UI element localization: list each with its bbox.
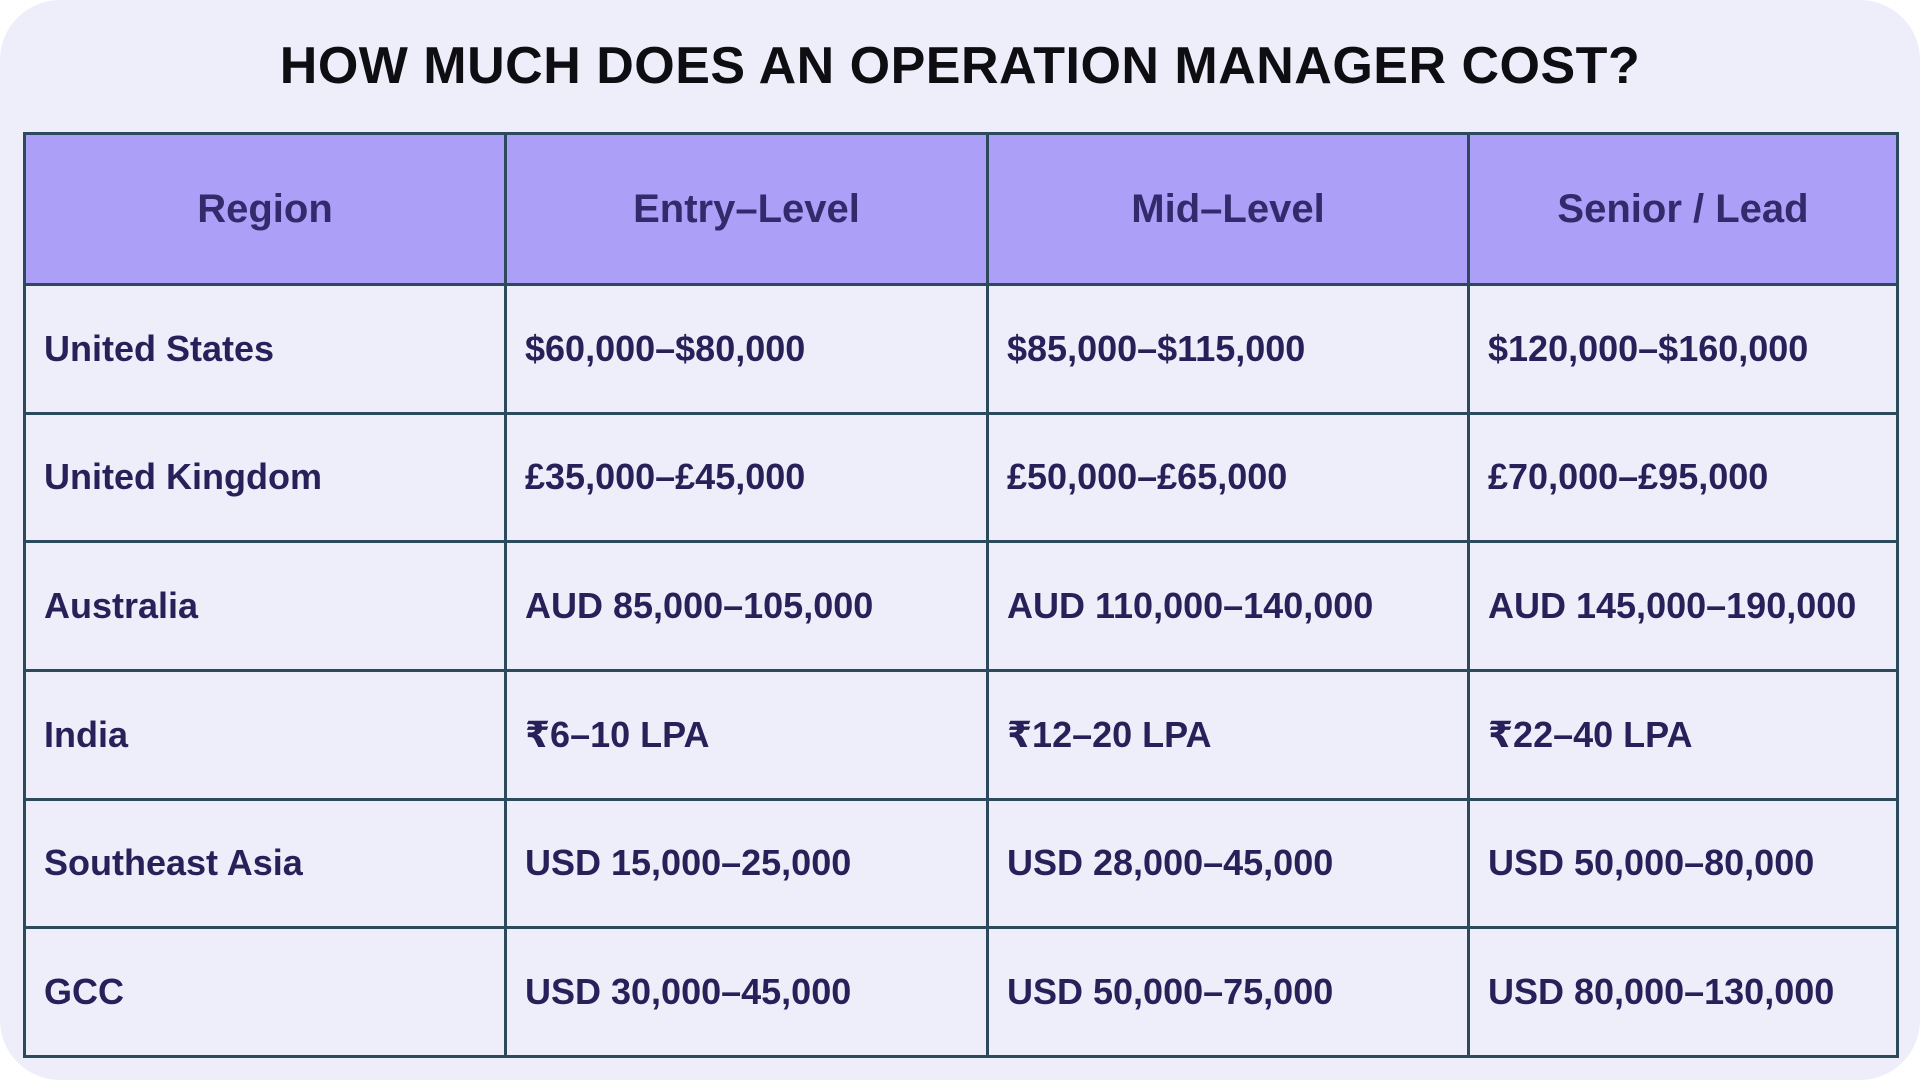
entry-level-cell: USD 30,000–45,000 — [504, 926, 989, 1058]
column-header-mid-level: Mid–Level — [986, 132, 1470, 286]
senior-lead-cell: USD 50,000–80,000 — [1467, 797, 1899, 930]
mid-level-cell: AUD 110,000–140,000 — [986, 540, 1470, 672]
table-row-india: India ₹6–10 LPA ₹12–20 LPA ₹22–40 LPA — [23, 668, 1899, 801]
table-row-united-states: United States $60,000–$80,000 $85,000–$1… — [23, 283, 1899, 415]
senior-lead-cell: £70,000–£95,000 — [1467, 411, 1899, 544]
entry-level-cell: USD 15,000–25,000 — [504, 797, 989, 930]
mid-level-cell: ₹12–20 LPA — [986, 668, 1470, 801]
table-row-united-kingdom: United Kingdom £35,000–£45,000 £50,000–£… — [23, 411, 1899, 544]
region-cell: India — [23, 668, 507, 801]
page-title: HOW MUCH DOES AN OPERATION MANAGER COST? — [279, 37, 1641, 95]
table-row-southeast-asia: Southeast Asia USD 15,000–25,000 USD 28,… — [23, 797, 1899, 930]
column-header-entry-level: Entry–Level — [504, 132, 989, 286]
region-cell: United States — [23, 283, 507, 415]
mid-level-cell: USD 28,000–45,000 — [986, 797, 1470, 930]
entry-level-cell: ₹6–10 LPA — [504, 668, 989, 801]
mid-level-cell: $85,000–$115,000 — [986, 283, 1470, 415]
table-row-australia: Australia AUD 85,000–105,000 AUD 110,000… — [23, 540, 1899, 672]
region-cell: GCC — [23, 926, 507, 1058]
column-header-region: Region — [23, 132, 507, 286]
senior-lead-cell: $120,000–$160,000 — [1467, 283, 1899, 415]
region-cell: Southeast Asia — [23, 797, 507, 930]
column-header-senior-lead: Senior / Lead — [1467, 132, 1899, 286]
table-row-gcc: GCC USD 30,000–45,000 USD 50,000–75,000 … — [23, 926, 1899, 1058]
region-cell: Australia — [23, 540, 507, 672]
entry-level-cell: £35,000–£45,000 — [504, 411, 989, 544]
senior-lead-cell: AUD 145,000–190,000 — [1467, 540, 1899, 672]
salary-table: Region Entry–Level Mid–Level Senior / Le… — [23, 132, 1899, 1058]
entry-level-cell: $60,000–$80,000 — [504, 283, 989, 415]
senior-lead-cell: USD 80,000–130,000 — [1467, 926, 1899, 1058]
entry-level-cell: AUD 85,000–105,000 — [504, 540, 989, 672]
mid-level-cell: £50,000–£65,000 — [986, 411, 1470, 544]
header-row: Region Entry–Level Mid–Level Senior / Le… — [23, 132, 1899, 286]
senior-lead-cell: ₹22–40 LPA — [1467, 668, 1899, 801]
region-cell: United Kingdom — [23, 411, 507, 544]
mid-level-cell: USD 50,000–75,000 — [986, 926, 1470, 1058]
